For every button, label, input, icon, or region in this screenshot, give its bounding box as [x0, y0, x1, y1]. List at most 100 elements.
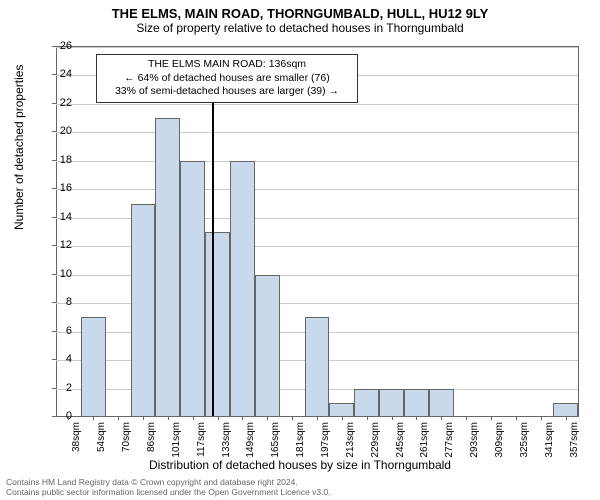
- y-tick-label: 8: [44, 296, 72, 308]
- y-tick-label: 6: [44, 325, 72, 337]
- histogram-bar: [205, 232, 230, 417]
- y-axis-label: Number of detached properties: [12, 65, 26, 230]
- histogram-bar: [155, 118, 180, 417]
- callout-line-1: THE ELMS MAIN ROAD: 136sqm: [103, 58, 351, 72]
- x-tick-mark: [118, 416, 119, 420]
- x-tick-mark: [168, 416, 169, 420]
- y-tick-label: 14: [44, 211, 72, 223]
- grid-line: [56, 189, 578, 190]
- y-tick-mark: [52, 331, 56, 332]
- x-tick-label: 325sqm: [519, 422, 530, 458]
- histogram-bar: [553, 403, 578, 417]
- marker-line: [212, 98, 214, 416]
- grid-line: [56, 104, 578, 105]
- y-tick-mark: [52, 188, 56, 189]
- x-tick-mark: [516, 416, 517, 420]
- y-tick-mark: [52, 160, 56, 161]
- callout-line-3: 33% of semi-detached houses are larger (…: [103, 85, 351, 99]
- x-tick-label: 70sqm: [121, 422, 132, 452]
- y-tick-label: 20: [44, 125, 72, 137]
- y-tick-mark: [52, 46, 56, 47]
- x-tick-label: 245sqm: [395, 422, 406, 458]
- y-tick-label: 10: [44, 268, 72, 280]
- y-tick-label: 26: [44, 40, 72, 52]
- x-tick-label: 181sqm: [295, 422, 306, 458]
- histogram-bar: [379, 389, 404, 417]
- y-tick-label: 4: [44, 353, 72, 365]
- y-tick-label: 16: [44, 182, 72, 194]
- y-tick-mark: [52, 416, 56, 417]
- histogram-bar: [230, 161, 255, 417]
- chart-title: THE ELMS, MAIN ROAD, THORNGUMBALD, HULL,…: [0, 0, 600, 21]
- x-tick-label: 38sqm: [71, 422, 82, 452]
- callout-line-2: ← 64% of detached houses are smaller (76…: [103, 72, 351, 86]
- y-tick-label: 12: [44, 239, 72, 251]
- chart-subtitle: Size of property relative to detached ho…: [0, 21, 600, 35]
- x-tick-mark: [317, 416, 318, 420]
- x-tick-label: 341sqm: [544, 422, 555, 458]
- x-tick-label: 261sqm: [419, 422, 430, 458]
- y-tick-label: 24: [44, 68, 72, 80]
- x-tick-label: 357sqm: [569, 422, 580, 458]
- y-tick-label: 2: [44, 382, 72, 394]
- histogram-bar: [329, 403, 354, 417]
- x-tick-mark: [242, 416, 243, 420]
- y-tick-label: 22: [44, 97, 72, 109]
- x-tick-mark: [342, 416, 343, 420]
- histogram-bar: [131, 204, 156, 417]
- x-tick-label: 133sqm: [221, 422, 232, 458]
- y-tick-mark: [52, 245, 56, 246]
- histogram-bar: [180, 161, 205, 417]
- y-tick-mark: [52, 217, 56, 218]
- x-tick-label: 197sqm: [320, 422, 331, 458]
- x-tick-label: 277sqm: [444, 422, 455, 458]
- histogram-bar: [429, 389, 454, 417]
- x-tick-mark: [541, 416, 542, 420]
- x-tick-label: 117sqm: [196, 422, 207, 457]
- y-tick-mark: [52, 274, 56, 275]
- x-tick-mark: [491, 416, 492, 420]
- histogram-bar: [81, 317, 106, 417]
- x-tick-label: 293sqm: [469, 422, 480, 458]
- x-tick-label: 309sqm: [494, 422, 505, 458]
- histogram-bar: [354, 389, 379, 417]
- y-tick-mark: [52, 74, 56, 75]
- x-tick-label: 165sqm: [270, 422, 281, 458]
- histogram-bar: [404, 389, 429, 417]
- x-tick-label: 101sqm: [171, 422, 182, 458]
- y-tick-mark: [52, 388, 56, 389]
- y-tick-mark: [52, 359, 56, 360]
- x-tick-mark: [193, 416, 194, 420]
- x-tick-label: 229sqm: [370, 422, 381, 458]
- grid-line: [56, 47, 578, 48]
- y-tick-mark: [52, 131, 56, 132]
- histogram-bar: [305, 317, 330, 417]
- x-tick-label: 213sqm: [345, 422, 356, 458]
- x-tick-mark: [367, 416, 368, 420]
- y-tick-mark: [52, 302, 56, 303]
- footer-line-2: Contains public sector information licen…: [6, 487, 331, 497]
- x-tick-mark: [466, 416, 467, 420]
- x-tick-mark: [218, 416, 219, 420]
- x-tick-mark: [416, 416, 417, 420]
- x-tick-mark: [93, 416, 94, 420]
- x-tick-mark: [267, 416, 268, 420]
- histogram-bar: [255, 275, 280, 417]
- x-tick-mark: [441, 416, 442, 420]
- x-tick-label: 54sqm: [96, 422, 107, 452]
- grid-line: [56, 161, 578, 162]
- y-tick-mark: [52, 103, 56, 104]
- x-tick-label: 86sqm: [146, 422, 157, 452]
- callout-box: THE ELMS MAIN ROAD: 136sqm← 64% of detac…: [96, 54, 358, 103]
- x-tick-mark: [143, 416, 144, 420]
- x-axis-label: Distribution of detached houses by size …: [0, 458, 600, 472]
- x-tick-mark: [566, 416, 567, 420]
- x-tick-mark: [292, 416, 293, 420]
- x-tick-label: 149sqm: [245, 422, 256, 458]
- y-tick-label: 18: [44, 154, 72, 166]
- grid-line: [56, 132, 578, 133]
- footer-line-1: Contains HM Land Registry data © Crown c…: [6, 477, 331, 487]
- x-tick-mark: [392, 416, 393, 420]
- chart-container: THE ELMS, MAIN ROAD, THORNGUMBALD, HULL,…: [0, 0, 600, 500]
- x-tick-mark: [68, 416, 69, 420]
